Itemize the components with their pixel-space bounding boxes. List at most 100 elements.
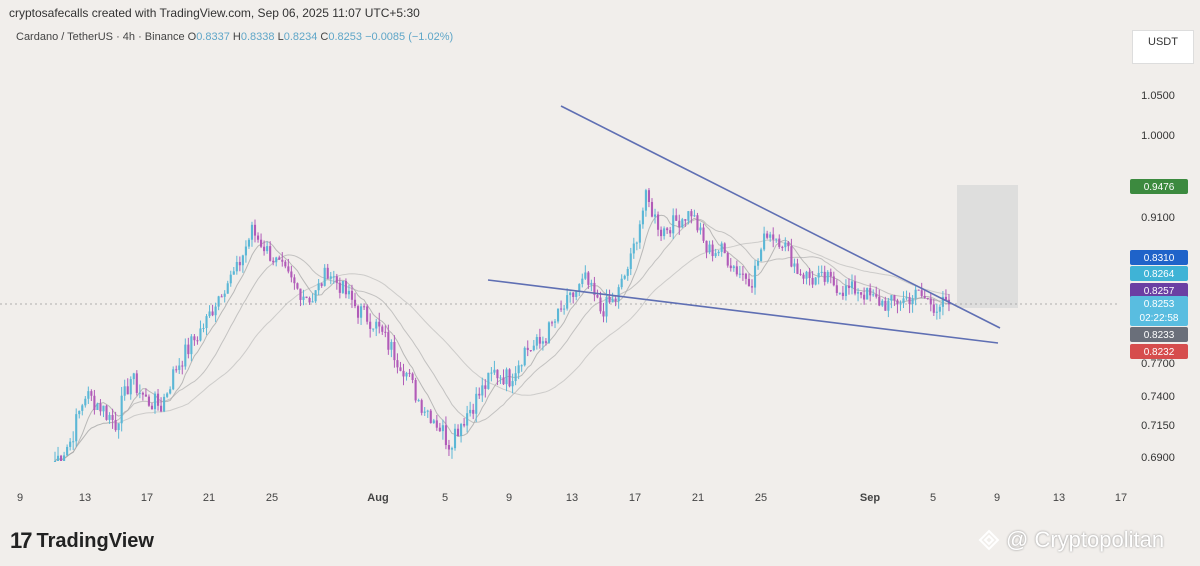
candle-body xyxy=(223,293,226,297)
candle-body xyxy=(126,386,129,395)
tradingview-logo: 17 TradingView xyxy=(10,528,154,554)
candle-body xyxy=(541,341,544,344)
candle-body xyxy=(653,214,657,217)
candle-body xyxy=(841,292,844,297)
candle-body xyxy=(547,322,551,343)
price-tag-label: 0.8310 xyxy=(1144,253,1175,264)
candle-body xyxy=(350,290,354,300)
candle-body xyxy=(426,410,429,412)
candle-body xyxy=(278,257,281,260)
candle-body xyxy=(117,423,120,431)
candle-body xyxy=(741,273,744,275)
candle-body xyxy=(675,215,678,221)
candle-body xyxy=(772,234,775,240)
candle-body xyxy=(714,253,717,257)
candle-body xyxy=(578,284,581,292)
candle-body xyxy=(793,263,796,267)
candle-body xyxy=(53,461,57,462)
candle-body xyxy=(323,267,326,286)
candle-body xyxy=(823,271,826,282)
candle-body xyxy=(520,365,523,367)
candle-body xyxy=(202,328,205,330)
candle-body xyxy=(150,405,154,410)
diamond-icon xyxy=(978,529,1000,551)
candle-body xyxy=(490,372,493,374)
candle-body xyxy=(602,311,605,317)
candle-body xyxy=(538,337,541,344)
candle-body xyxy=(138,392,141,394)
candle-body xyxy=(647,190,651,202)
candle-body xyxy=(411,373,414,381)
candle-body xyxy=(650,201,654,217)
candle-body xyxy=(914,289,917,299)
candle-body xyxy=(611,298,614,303)
candle-body xyxy=(617,287,620,302)
candle-body xyxy=(526,347,529,351)
watermark-text: @ Cryptopolitan xyxy=(1006,527,1165,552)
candle-body xyxy=(747,278,751,287)
candle-body xyxy=(923,295,926,298)
candle-body xyxy=(635,242,638,244)
y-tick-label: 0.7400 xyxy=(1141,391,1175,403)
candle-body xyxy=(644,190,647,211)
candle-body xyxy=(260,239,263,247)
price-tag xyxy=(1130,266,1188,281)
candle-body xyxy=(196,340,199,342)
currency-label[interactable]: USDT xyxy=(1132,30,1194,64)
price-tag-label: 0.8257 xyxy=(1144,286,1175,297)
candle-body xyxy=(132,373,135,380)
candle-body xyxy=(620,278,623,288)
candle-body xyxy=(705,240,708,253)
candle-body xyxy=(263,246,266,252)
candle-body xyxy=(356,306,360,318)
candle-body xyxy=(669,230,672,234)
candle-body xyxy=(511,381,514,387)
candle-body xyxy=(166,393,169,397)
x-tick-label: 13 xyxy=(1053,492,1065,504)
x-tick-label: Aug xyxy=(367,492,388,504)
candle-body xyxy=(287,266,290,272)
candle-body xyxy=(169,389,172,394)
candle-body xyxy=(769,234,772,238)
x-tick-label: 5 xyxy=(930,492,936,504)
candle-body xyxy=(135,373,138,393)
candle-body xyxy=(405,372,408,377)
candle-body xyxy=(214,306,217,316)
candle-body xyxy=(799,273,802,275)
moving-average-line xyxy=(54,218,950,462)
candle-body xyxy=(699,227,702,231)
candle-body xyxy=(838,292,841,294)
candle-body xyxy=(814,277,817,285)
candle-body xyxy=(78,410,81,415)
candle-body xyxy=(408,372,411,374)
candle-body xyxy=(232,271,235,275)
candle-body xyxy=(272,260,275,263)
candle-body xyxy=(229,274,232,284)
candle-body xyxy=(856,292,860,294)
candle-body xyxy=(505,369,508,385)
candle-body xyxy=(744,273,747,279)
high-label: H xyxy=(232,31,241,43)
x-tick-label: 5 xyxy=(442,492,448,504)
price-tag xyxy=(1130,327,1188,342)
candle-body xyxy=(178,365,181,370)
candle-body xyxy=(738,273,741,275)
candle-body xyxy=(493,369,496,373)
candle-body xyxy=(587,272,590,285)
candle-body xyxy=(811,277,814,285)
candle-body xyxy=(596,295,599,298)
trendline-upper[interactable] xyxy=(560,105,1001,329)
x-tick-label: Sep xyxy=(860,492,880,504)
countdown-label: 02:22:58 xyxy=(1140,313,1179,324)
candle-body xyxy=(514,373,517,382)
tv-mark-icon: 17 xyxy=(10,528,33,553)
trendline-lower[interactable] xyxy=(487,279,999,344)
candle-body xyxy=(778,238,781,247)
candle-body xyxy=(444,425,447,446)
candle-body xyxy=(881,300,884,306)
candle-body xyxy=(832,276,835,286)
brand-name: TradingView xyxy=(36,529,154,552)
candle-body xyxy=(850,281,854,289)
candle-body xyxy=(544,341,547,343)
